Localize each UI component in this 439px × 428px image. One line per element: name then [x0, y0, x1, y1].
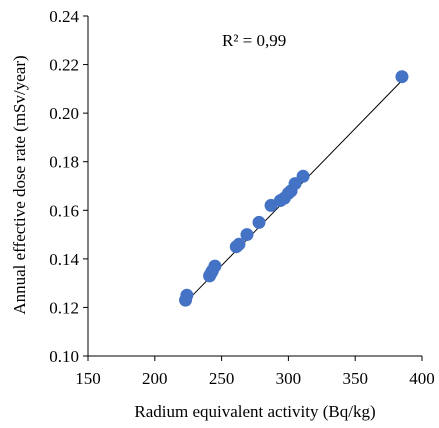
- axes: [87, 16, 422, 357]
- x-tick-label: 250: [209, 369, 235, 388]
- data-points: [179, 70, 409, 307]
- y-tick-label: 0.18: [49, 153, 79, 172]
- x-tick-label: 200: [142, 369, 168, 388]
- y-tick-label: 0.20: [49, 104, 79, 123]
- data-point: [252, 215, 266, 229]
- x-tick-label: 300: [276, 369, 302, 388]
- y-axis-title: Annual effective dose rate (mSv/year): [10, 55, 29, 314]
- x-axis-ticks: 150 200 250 300 350 400: [75, 356, 435, 388]
- data-point: [232, 237, 246, 251]
- r-squared-annotation: R² = 0,99: [222, 31, 286, 50]
- y-axis-ticks: 0.10 0.12 0.14 0.16 0.18 0.20 0.22 0.24: [49, 7, 88, 366]
- y-tick-label: 0.12: [49, 298, 79, 317]
- y-tick-label: 0.14: [49, 250, 79, 269]
- x-tick-label: 350: [342, 369, 368, 388]
- y-tick-label: 0.22: [49, 56, 79, 75]
- y-tick-label: 0.16: [49, 201, 79, 220]
- x-tick-label: 150: [75, 369, 101, 388]
- data-point: [296, 169, 310, 183]
- data-point: [395, 70, 409, 84]
- data-point: [208, 259, 222, 273]
- data-point: [240, 228, 254, 242]
- x-axis-title: Radium equivalent activity (Bq/kg): [134, 402, 375, 421]
- x-tick-label: 400: [409, 369, 435, 388]
- data-point: [180, 288, 194, 302]
- y-tick-label: 0.10: [49, 347, 79, 366]
- y-tick-label: 0.24: [49, 7, 79, 26]
